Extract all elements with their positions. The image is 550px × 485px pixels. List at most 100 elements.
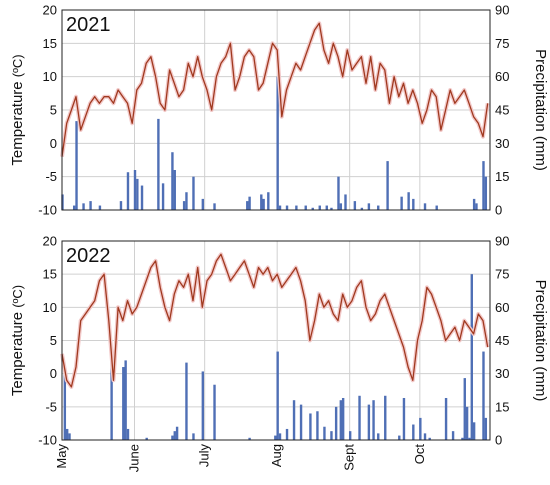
right-tick-label: 45	[495, 103, 509, 118]
precip-bar	[161, 183, 165, 210]
precip-bar	[213, 384, 216, 440]
precip-bar	[423, 203, 427, 210]
left-axis-unit: (ºC)	[10, 285, 25, 308]
month-tick-label: Oct	[412, 444, 427, 465]
precip-bar	[98, 205, 102, 210]
precip-bar	[274, 435, 277, 440]
left-tick-label: 10	[43, 69, 57, 84]
precip-bar	[292, 400, 296, 440]
precip-bar	[428, 437, 431, 440]
right-tick-label: 15	[495, 399, 509, 414]
left-tick-label: 20	[43, 234, 57, 249]
precip-bar	[353, 201, 357, 210]
temperature-line	[61, 253, 489, 388]
precip-bar	[341, 397, 345, 440]
precip-bar	[267, 192, 270, 210]
precip-bar	[304, 205, 307, 210]
left-tick-label: 15	[43, 36, 57, 51]
precip-bar	[248, 196, 251, 210]
right-tick-label: 60	[495, 300, 509, 315]
precip-bar	[246, 201, 249, 210]
precip-bar	[182, 201, 186, 210]
precip-bar	[68, 433, 71, 440]
right-tick-label: 30	[495, 366, 509, 381]
left-tick-label: 5	[50, 333, 57, 348]
panel-year-title: 2021	[66, 14, 111, 36]
precip-bar	[276, 351, 279, 440]
precip-bar	[72, 205, 76, 210]
left-tick-label: 10	[43, 300, 57, 315]
precip-bar	[124, 360, 127, 440]
precip-bar	[126, 428, 130, 440]
precip-bar	[402, 397, 406, 440]
left-tick-label: -10	[38, 203, 57, 218]
precip-bar	[334, 406, 338, 440]
precip-bar	[344, 194, 347, 210]
precip-bar	[63, 373, 67, 440]
precip-bar	[472, 422, 476, 440]
precip-bar	[475, 203, 478, 210]
right-tick-label: 90	[495, 3, 509, 18]
precip-bar	[470, 274, 473, 440]
left-tick-label: -10	[38, 433, 57, 448]
precip-bar	[348, 431, 352, 440]
left-axis-unit: (ºC)	[10, 54, 25, 77]
precip-bar	[367, 203, 371, 210]
panel-year-title: 2022	[66, 245, 111, 267]
precip-bar	[213, 203, 216, 210]
precip-bar	[89, 201, 92, 210]
precip-bar	[75, 121, 78, 210]
precip-bar	[65, 428, 69, 440]
month-tick-label: July	[197, 444, 212, 468]
precip-bar	[285, 428, 289, 440]
precip-bar	[145, 437, 148, 440]
precip-bar	[262, 198, 265, 210]
precip-bar	[110, 355, 113, 440]
precip-bar	[122, 367, 125, 440]
precip-bar	[484, 417, 488, 440]
right-tick-label: 0	[495, 433, 502, 448]
precip-bar	[358, 395, 361, 440]
right-tick-label: 15	[495, 169, 509, 184]
plot-frame	[61, 9, 491, 211]
precip-bar	[318, 205, 321, 210]
precip-bar	[377, 433, 380, 440]
month-tick-label: Aug	[269, 444, 284, 467]
month-tick-label: May	[54, 444, 69, 469]
precip-bar	[185, 362, 188, 440]
precip-bar	[360, 207, 364, 210]
precip-bar	[175, 426, 179, 440]
precip-bar	[484, 176, 488, 210]
precip-bar	[423, 433, 427, 440]
month-tick-label: June	[127, 444, 142, 472]
precip-bar	[171, 435, 174, 440]
right-tick-label: 60	[495, 69, 509, 84]
precip-bar	[472, 198, 476, 210]
precip-bar	[386, 161, 389, 210]
precip-bar	[119, 201, 123, 210]
precip-bar	[412, 424, 415, 440]
precip-bar	[157, 118, 160, 210]
month-tick-label: Sept	[342, 444, 357, 471]
temperature-line	[61, 22, 489, 157]
precip-bar	[461, 437, 464, 440]
right-tick-label: 45	[495, 333, 509, 348]
left-tick-label: 20	[43, 3, 57, 18]
right-axis-label: Precipitation (mm)	[532, 49, 549, 171]
precip-bar	[201, 198, 205, 210]
precip-bar	[339, 400, 343, 440]
precip-bar	[316, 411, 319, 440]
precip-bar	[367, 404, 371, 440]
precip-bar	[278, 433, 282, 440]
precip-bar	[311, 207, 314, 210]
left-tick-label: 0	[50, 136, 57, 151]
left-tick-label: 0	[50, 366, 57, 381]
precip-bar	[463, 378, 466, 440]
precip-bar	[192, 176, 195, 210]
precip-bar	[465, 406, 469, 440]
left-tick-label: 15	[43, 267, 57, 282]
left-axis-label-text: Temperature	[9, 77, 26, 165]
panel-2022: -10 -5 0 5 10 15 20 0 15 30 45 60 75 90 2022 Temperatur…	[9, 234, 549, 473]
left-tick-label: 5	[50, 103, 57, 118]
